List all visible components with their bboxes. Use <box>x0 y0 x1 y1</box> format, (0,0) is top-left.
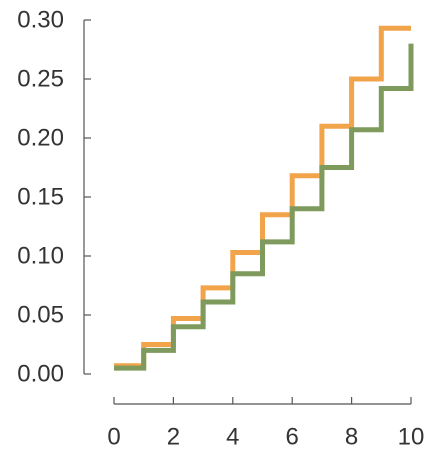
y-tick-label: 0.10 <box>17 243 64 270</box>
y-tick-label: 0.30 <box>17 7 64 34</box>
y-tick-label: 0.25 <box>17 66 64 93</box>
x-tick-label: 0 <box>107 424 120 449</box>
y-tick-label: 0.20 <box>17 125 64 152</box>
y-tick-label: 0.15 <box>17 184 64 211</box>
x-tick-label: 4 <box>226 424 239 449</box>
y-tick-label: 0.05 <box>17 302 64 329</box>
x-axis-ticks: 0 2 4 6 8 10 <box>107 397 425 451</box>
series-line-2 <box>114 43 414 371</box>
x-tick-label: 2 <box>167 424 180 449</box>
series-layer <box>114 25 414 371</box>
x-tick-label: 8 <box>345 424 358 449</box>
y-tick-label: 0.00 <box>17 361 64 388</box>
x-tick-label: 10 <box>398 424 425 449</box>
x-tick-label: 6 <box>286 424 299 449</box>
y-axis-ticks: 0.00 0.05 0.10 0.15 0.20 0.25 0.30 <box>17 7 91 388</box>
series-line-1 <box>114 25 411 369</box>
